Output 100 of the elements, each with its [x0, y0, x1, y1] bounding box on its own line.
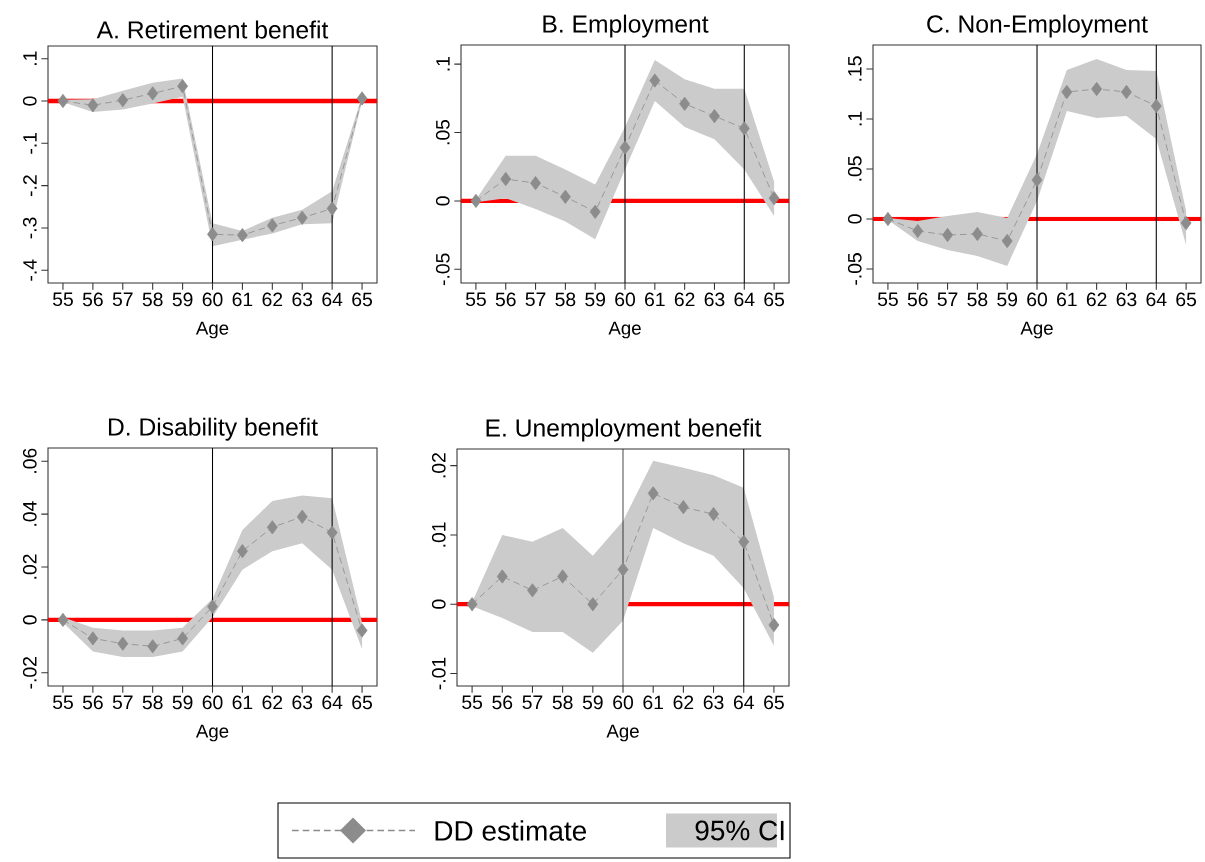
point [237, 228, 248, 243]
x-tick-label: 62 [674, 292, 695, 307]
point [1091, 81, 1103, 97]
point [882, 211, 894, 227]
point [266, 520, 278, 535]
point [971, 226, 983, 242]
point [557, 569, 569, 584]
x-tick-label: 61 [232, 695, 253, 710]
chart-title: B. Employment [543, 14, 709, 38]
y-tick-label: .04 [22, 501, 37, 526]
x-tick-label: 63 [292, 695, 313, 710]
point [559, 189, 571, 204]
text: 95% CI [695, 820, 784, 841]
y-tick-label: -.05 [435, 253, 450, 286]
chart-title: C. Non-Employment [927, 14, 1148, 38]
point [500, 171, 512, 187]
y-tick-label: -.02 [22, 657, 37, 689]
x-tick-label: 61 [643, 695, 663, 710]
chart-title: A. Retirement benefit [96, 20, 329, 39]
point [207, 599, 218, 614]
x-tick-label: 58 [967, 292, 988, 307]
x-tick-label: 60 [202, 695, 223, 710]
x-tick-label: 62 [673, 695, 694, 710]
x-tick-label: 60 [615, 292, 635, 307]
point [617, 562, 629, 577]
point [708, 507, 719, 522]
x-tick-label: 58 [552, 695, 573, 710]
x-axis-title: Age [608, 321, 641, 339]
x-tick-label: 59 [172, 695, 193, 710]
point [1031, 172, 1043, 188]
point [237, 544, 248, 559]
x-tick-label: 63 [292, 292, 313, 307]
point [57, 93, 69, 109]
chart-title: D. Disability benefit [108, 417, 318, 441]
x-tick-label: 55 [877, 292, 898, 307]
point [1061, 84, 1073, 100]
y-tick-label: 0 [435, 196, 450, 206]
point [177, 631, 188, 646]
point [587, 597, 599, 612]
point [87, 631, 99, 646]
x-tick-label: 65 [352, 292, 372, 307]
x-tick-label: 56 [82, 292, 103, 307]
point [296, 509, 308, 524]
point [496, 569, 508, 584]
x-axis-title: Age [606, 724, 639, 742]
point [266, 218, 278, 233]
y-tick-label: 0 [847, 214, 862, 224]
x-tick-label: 64 [1146, 292, 1167, 307]
x-tick-label: 57 [522, 695, 543, 710]
x-tick-label: 65 [764, 695, 784, 710]
x-tick-label: 56 [907, 292, 928, 307]
x-tick-label: 55 [52, 695, 73, 710]
x-tick-label: 61 [645, 292, 665, 307]
point [709, 109, 720, 124]
point [207, 227, 218, 242]
x-tick-label: 57 [112, 292, 133, 307]
x-tick-label: 56 [492, 695, 513, 710]
y-tick-label: 0 [431, 599, 446, 609]
point [470, 193, 482, 208]
point [530, 176, 541, 191]
point [147, 86, 159, 101]
point [177, 79, 188, 94]
x-tick-label: 65 [1176, 292, 1197, 307]
point [738, 534, 750, 549]
x-tick-label: 60 [202, 292, 223, 307]
x-tick-label: 59 [172, 292, 193, 307]
point [768, 191, 780, 206]
point [1150, 98, 1162, 114]
point [87, 98, 99, 113]
y-tick-label: -.05 [847, 253, 862, 285]
x-tick-label: 62 [262, 695, 283, 710]
point [326, 201, 338, 216]
x-tick-label: 64 [734, 292, 755, 307]
x-tick-label: 64 [322, 695, 343, 710]
x-tick-label: 60 [613, 695, 633, 710]
x-tick-label: 56 [495, 292, 516, 307]
x-tick-label: 57 [937, 292, 958, 307]
x-tick-label: 62 [262, 292, 283, 307]
y-tick-label: .06 [22, 448, 37, 473]
y-tick-label: .1 [436, 57, 450, 71]
y-tick-label: .02 [22, 554, 37, 579]
x-axis-title: Age [1020, 321, 1053, 339]
x-tick-label: 64 [322, 292, 343, 307]
y-tick-label: -.2 [23, 175, 37, 197]
x-tick-label: 61 [232, 292, 253, 307]
point [647, 486, 659, 501]
point [117, 93, 129, 108]
x-tick-label: 63 [703, 695, 724, 710]
point [117, 636, 129, 651]
y-tick-label: -.4 [23, 259, 37, 281]
x-axis-title: Age [195, 321, 229, 339]
point [912, 223, 924, 239]
x-tick-label: 57 [525, 292, 546, 307]
x-tick-label: 60 [1027, 292, 1047, 307]
x-tick-label: 63 [704, 292, 725, 307]
chart-title: E. Unemployment benefit [486, 418, 762, 442]
point [1001, 233, 1013, 249]
point [147, 639, 159, 654]
y-tick-label: .1 [23, 51, 37, 65]
point [466, 597, 478, 612]
